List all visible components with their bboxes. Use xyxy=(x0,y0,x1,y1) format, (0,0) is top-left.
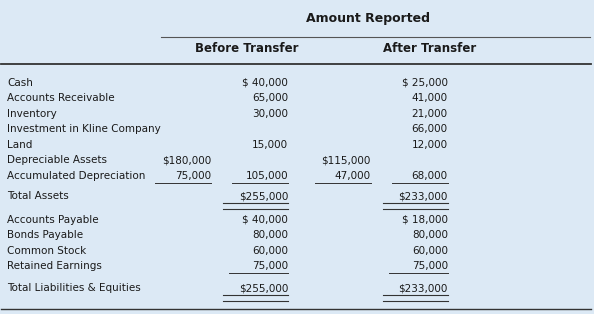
Text: Cash: Cash xyxy=(7,78,33,88)
Text: Accounts Payable: Accounts Payable xyxy=(7,214,99,225)
Text: Accounts Receivable: Accounts Receivable xyxy=(7,93,115,103)
Text: 21,000: 21,000 xyxy=(412,109,448,119)
Text: $ 25,000: $ 25,000 xyxy=(402,78,448,88)
Text: Depreciable Assets: Depreciable Assets xyxy=(7,155,108,165)
Text: $233,000: $233,000 xyxy=(399,283,448,293)
Text: Total Assets: Total Assets xyxy=(7,191,69,201)
Text: $ 40,000: $ 40,000 xyxy=(242,214,288,225)
Text: $ 18,000: $ 18,000 xyxy=(402,214,448,225)
Text: 80,000: 80,000 xyxy=(252,230,288,240)
Text: Bonds Payable: Bonds Payable xyxy=(7,230,83,240)
Text: Retained Earnings: Retained Earnings xyxy=(7,261,102,271)
Text: Common Stock: Common Stock xyxy=(7,246,87,256)
Text: $255,000: $255,000 xyxy=(239,191,288,201)
Text: 12,000: 12,000 xyxy=(412,140,448,150)
Text: Total Liabilities & Equities: Total Liabilities & Equities xyxy=(7,283,141,293)
Text: 66,000: 66,000 xyxy=(412,124,448,134)
Text: Amount Reported: Amount Reported xyxy=(306,12,430,25)
Text: $180,000: $180,000 xyxy=(162,155,211,165)
Text: 47,000: 47,000 xyxy=(335,171,371,181)
Text: $115,000: $115,000 xyxy=(321,155,371,165)
Text: Investment in Kline Company: Investment in Kline Company xyxy=(7,124,161,134)
Text: 30,000: 30,000 xyxy=(252,109,288,119)
Text: 68,000: 68,000 xyxy=(412,171,448,181)
Text: 41,000: 41,000 xyxy=(412,93,448,103)
Text: 105,000: 105,000 xyxy=(245,171,288,181)
Text: 75,000: 75,000 xyxy=(175,171,211,181)
Text: 75,000: 75,000 xyxy=(412,261,448,271)
Text: 75,000: 75,000 xyxy=(252,261,288,271)
Text: Before Transfer: Before Transfer xyxy=(195,42,299,55)
Text: 60,000: 60,000 xyxy=(252,246,288,256)
Text: 60,000: 60,000 xyxy=(412,246,448,256)
Text: Accumulated Depreciation: Accumulated Depreciation xyxy=(7,171,146,181)
Text: After Transfer: After Transfer xyxy=(383,42,476,55)
Text: 65,000: 65,000 xyxy=(252,93,288,103)
Text: Inventory: Inventory xyxy=(7,109,57,119)
Text: 15,000: 15,000 xyxy=(252,140,288,150)
Text: 80,000: 80,000 xyxy=(412,230,448,240)
Text: $233,000: $233,000 xyxy=(399,191,448,201)
Text: $ 40,000: $ 40,000 xyxy=(242,78,288,88)
Text: Land: Land xyxy=(7,140,33,150)
Text: $255,000: $255,000 xyxy=(239,283,288,293)
